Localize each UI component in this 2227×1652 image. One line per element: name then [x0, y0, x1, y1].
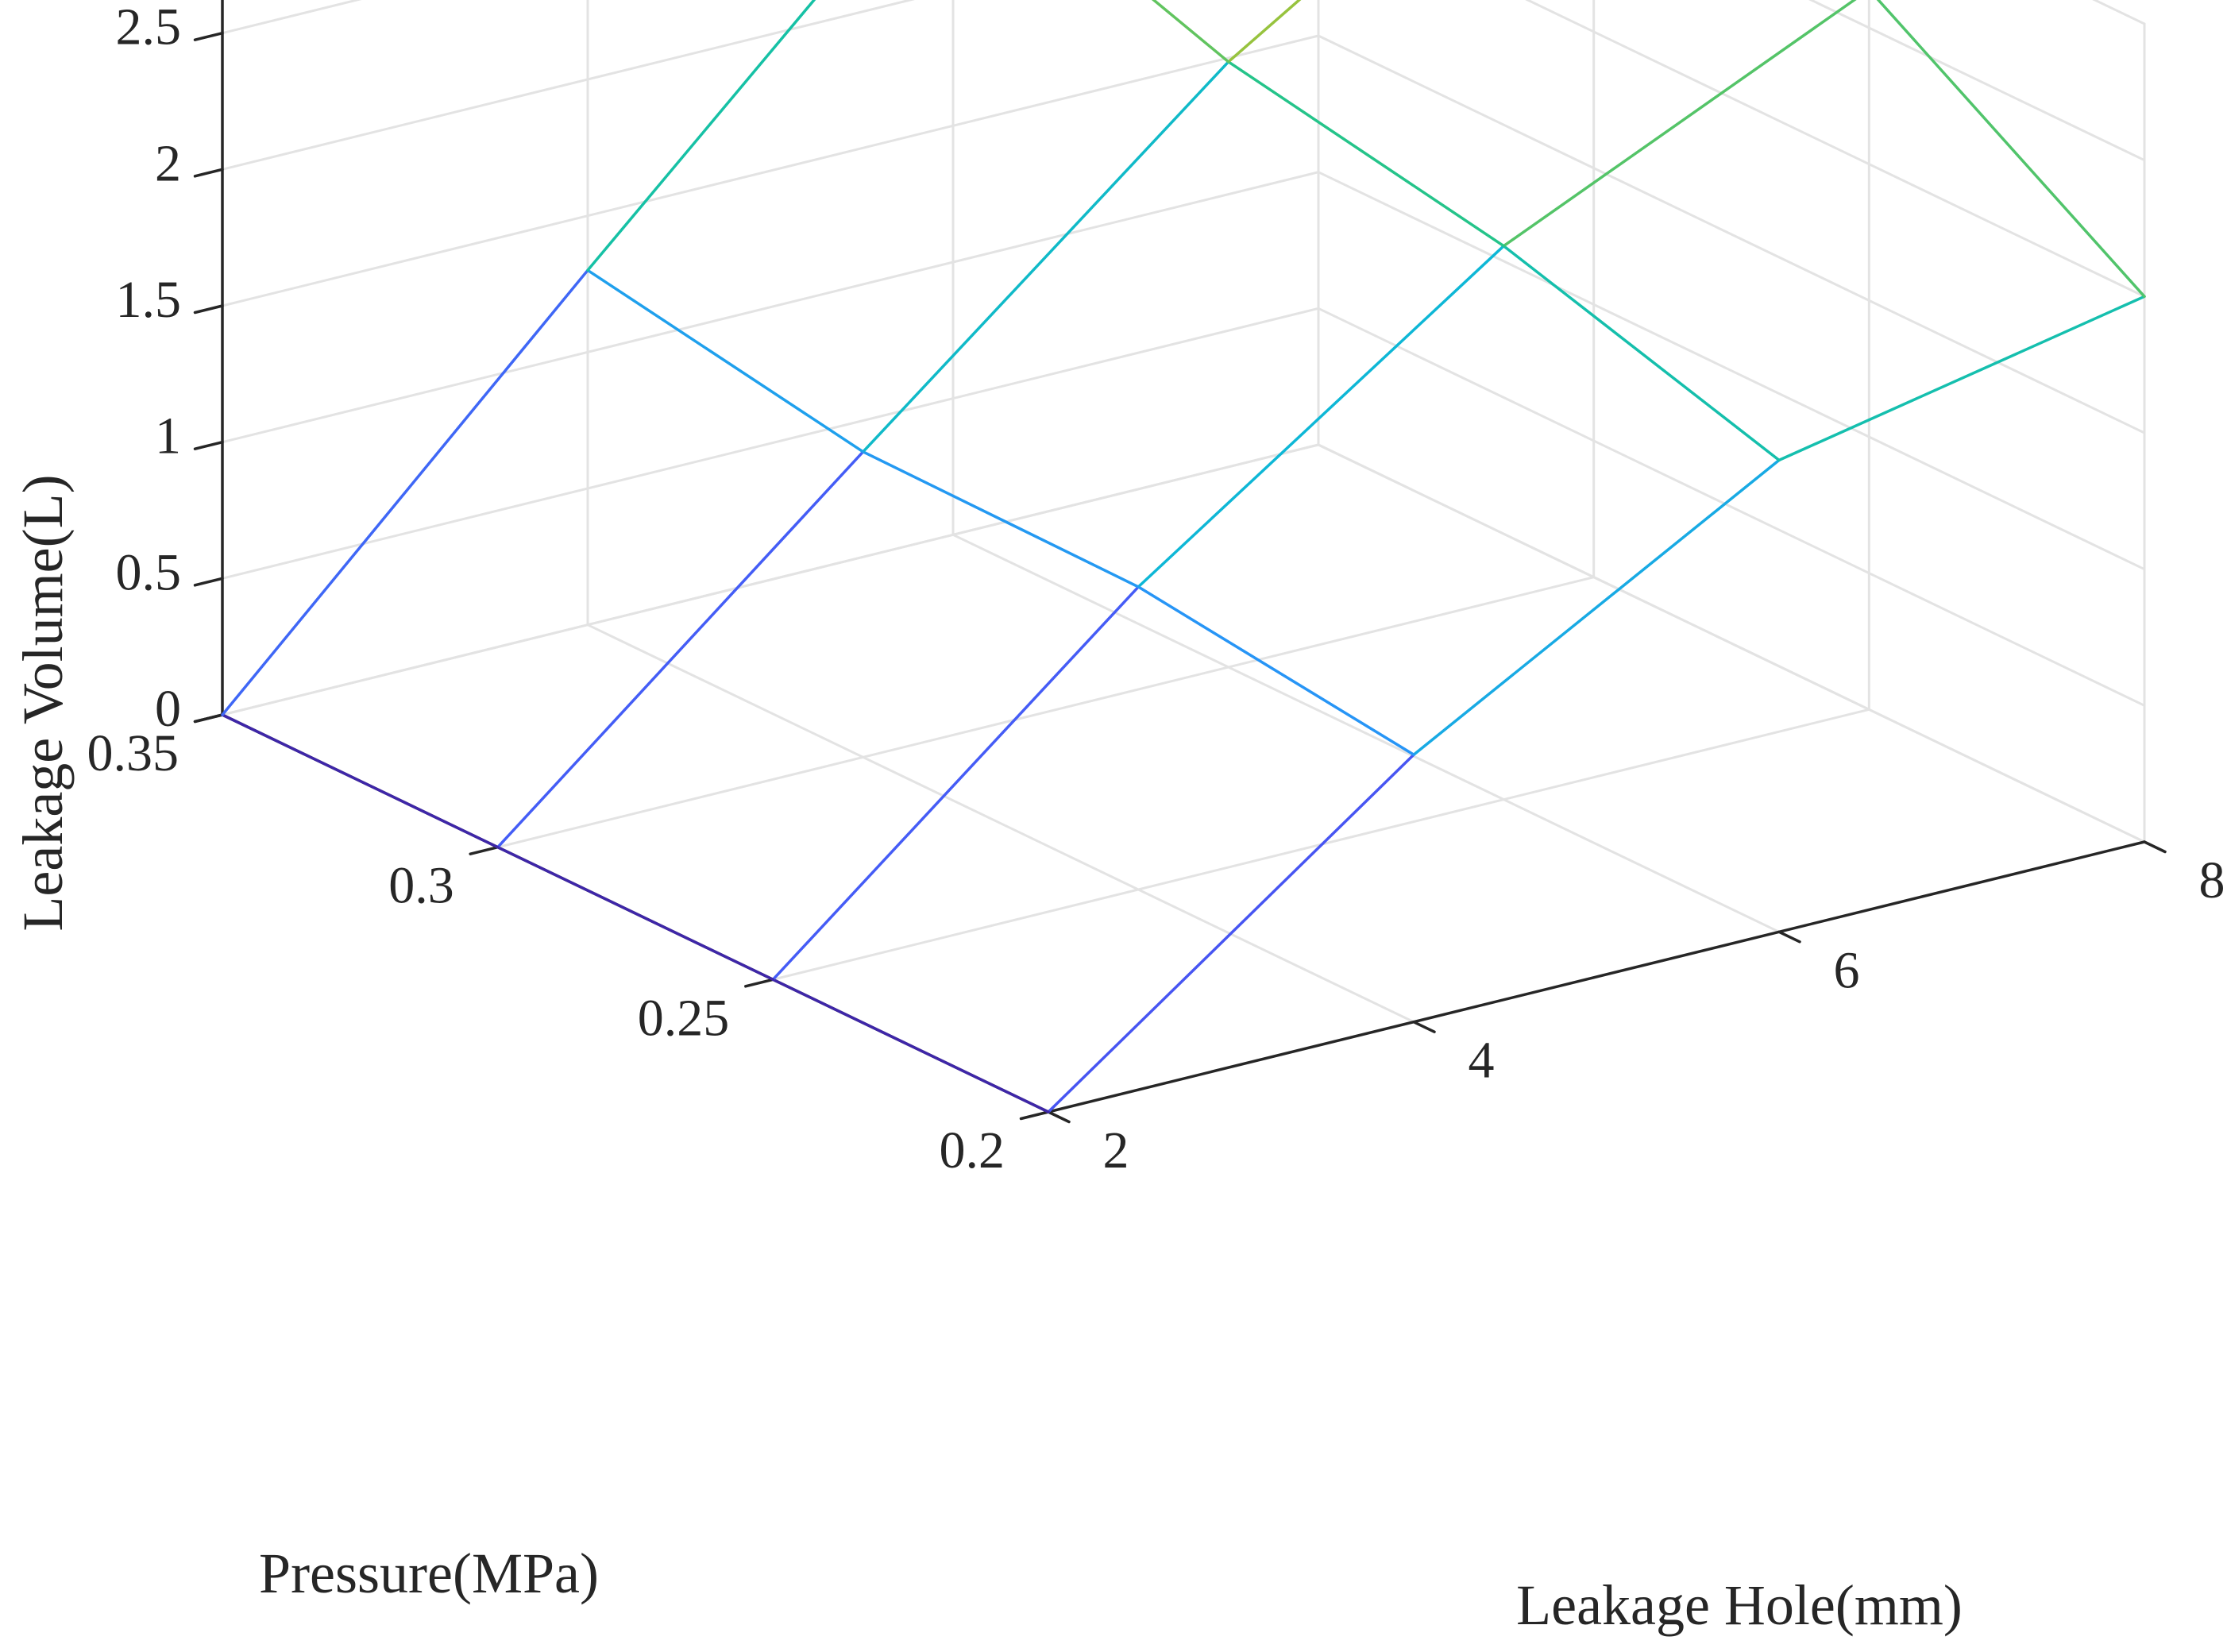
y-tick-label: 0.35 — [87, 724, 179, 782]
surface-mesh-edge — [1502, 0, 1857, 248]
gridline-side-wall-z — [1317, 307, 2146, 707]
z-tick-label: 2 — [155, 134, 181, 192]
x-axis-line — [1047, 840, 2146, 1114]
x-tick-label: 4 — [1469, 1032, 1495, 1090]
z-tick — [193, 713, 224, 724]
z-tick-label: 1 — [155, 407, 181, 465]
surface-mesh-edge — [1047, 753, 1415, 1114]
gridline-back-wall-z — [221, 307, 1320, 580]
gridline-side-wall-z — [1317, 34, 2146, 434]
gridline-back-wall-z — [221, 34, 1320, 307]
gridline-side-wall-z — [1525, 0, 2146, 298]
gridline-back-wall-z — [221, 0, 916, 171]
x-tick-label: 8 — [2199, 851, 2225, 909]
surface-mesh-edge — [1876, 0, 2146, 299]
x-tick — [1412, 1020, 1436, 1033]
surface-mesh-edge — [1226, 60, 1506, 248]
surface-mesh-edge — [1412, 458, 1781, 756]
gridline-floor-x — [586, 623, 1415, 1024]
y-tick-label: 0.3 — [388, 857, 454, 915]
gridline-floor-x — [951, 533, 1781, 933]
x-tick-label: 2 — [1103, 1121, 1129, 1179]
z-tick-label: 1.5 — [116, 271, 182, 329]
z-tick-label: 0.5 — [116, 543, 182, 601]
gridline-back-wall-z — [221, 0, 362, 35]
surface-mesh-edge — [861, 60, 1230, 454]
x-axis-label: Leakage Hole(mm) — [1516, 1573, 1963, 1637]
z-tick — [193, 440, 224, 450]
surface-mesh-edge — [496, 845, 775, 982]
surface-mesh-edge — [1226, 0, 1302, 64]
z-tick-label: 2.5 — [116, 0, 182, 56]
surface-mesh-edge — [771, 978, 1050, 1114]
surface-mesh-edge — [861, 450, 1141, 589]
gridline-side-wall-z — [1808, 0, 2146, 162]
y-tick-label: 0.25 — [638, 989, 730, 1047]
gridline-side-wall-z — [2092, 0, 2146, 25]
z-tick — [193, 168, 224, 178]
y-tick-label: 0.2 — [940, 1121, 1005, 1179]
z-tick — [193, 577, 224, 587]
surface-mesh-edge — [771, 585, 1141, 982]
surface-mesh-edge — [1137, 244, 1506, 589]
surface-mesh-edge — [221, 268, 589, 716]
surface-mesh — [221, 0, 2146, 1114]
surface-mesh-edge — [1137, 585, 1415, 756]
z-tick — [193, 31, 224, 41]
y-tick — [744, 978, 775, 988]
x-tick — [2143, 840, 2167, 854]
surface-mesh-edge — [221, 713, 500, 849]
gridline-floor-y — [496, 576, 1596, 849]
x-tick-label: 6 — [1834, 941, 1860, 999]
surface-mesh-edge — [1502, 244, 1781, 462]
y-tick — [469, 845, 500, 855]
x-tick — [1047, 1110, 1071, 1124]
gridline-back-wall-z — [221, 171, 1320, 444]
surface-mesh-edge — [1777, 295, 2146, 462]
x-tick — [1777, 930, 1801, 944]
y-tick — [1019, 1110, 1050, 1121]
z-axis-label: Leakage Volume(L) — [11, 474, 75, 931]
z-tick — [193, 304, 224, 315]
y-axis-label: Pressure(MPa) — [259, 1542, 599, 1605]
surface-mesh-edge — [586, 268, 865, 454]
surface-mesh-edge — [1151, 0, 1230, 64]
gridline-side-wall-z — [1317, 171, 2146, 571]
gridline-floor-y — [221, 443, 1320, 716]
z-tick-label: 0 — [155, 680, 181, 738]
surface-mesh-edge — [496, 450, 865, 849]
gridline-floor-x — [1317, 443, 2146, 843]
surface-mesh-edge — [586, 0, 816, 272]
